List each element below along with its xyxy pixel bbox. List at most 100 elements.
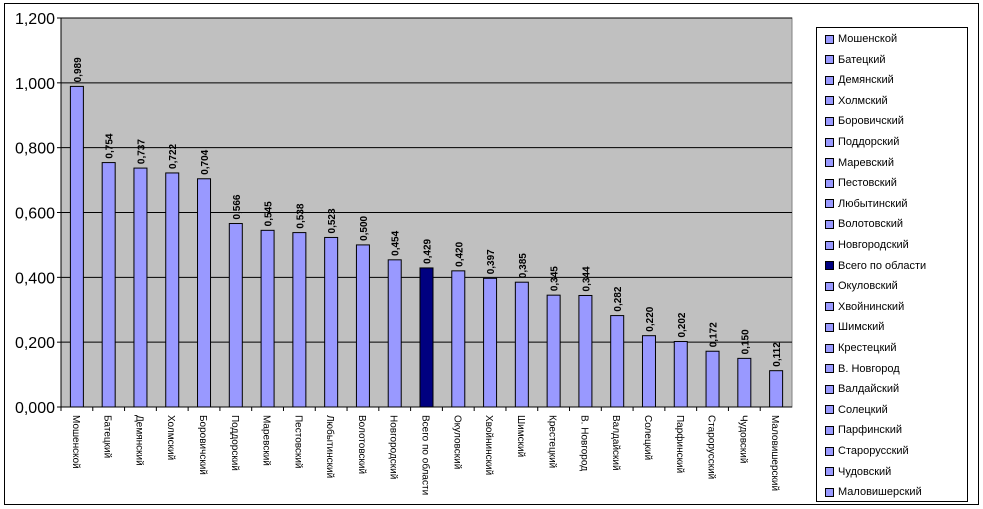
bar [578,294,593,408]
x-tick-label: Солецкий [642,415,653,460]
data-label: 0,345 [550,266,561,291]
y-tick-label: 0,200 [15,335,55,352]
bar [769,370,784,408]
legend-item: Новгородский [825,238,909,252]
legend-label: Мошенской [838,33,898,45]
legend-item: Боровичский [825,114,904,128]
legend-swatch [825,219,834,229]
legend-swatch [825,116,834,126]
legend-swatch [825,34,834,44]
bar [546,294,561,408]
bar [451,270,466,408]
legend-label: Крестецкий [838,342,897,354]
legend-swatch [825,137,834,147]
x-tick-label: Шимский [515,415,526,457]
legend-swatch [825,199,834,209]
legend-item: В. Новгород [825,362,900,376]
bar [165,172,180,408]
chart-legend: Мошенской Батецкий Демянский Холмский Борови… [816,27,968,502]
legend-label: Холмский [838,94,888,107]
legend-label: Поддорский [838,136,900,148]
x-tick-label: Волотовский [356,415,367,474]
bar [514,281,529,408]
legend-swatch [825,281,834,291]
x-tick-label: Старорусский [706,415,717,479]
legend-item: Любытинский [825,197,908,211]
legend-item: Холмский [825,94,888,108]
x-tick-label: Валдайский [610,415,621,471]
legend-item: Демянский [825,73,894,87]
legend-label: Солецкий [838,403,888,416]
legend-swatch [825,96,834,106]
legend-label: Чудовский [838,465,892,478]
legend-label: Хвойнинский [838,300,905,313]
x-tick-label: Маловишерский [769,415,780,491]
bar [260,229,275,408]
legend-swatch [825,446,834,456]
data-label: 0,397 [486,249,497,274]
x-tick-label: Окуловский [451,415,462,469]
legend-swatch [825,240,834,250]
legend-label: Любытинский [838,197,908,210]
legend-label: Маловишерский [838,486,922,499]
legend-label: Новгородский [838,239,909,251]
y-tick-label: 0,400 [15,270,55,287]
data-label: 0,202 [677,312,688,337]
y-tick-label: 0,000 [15,400,55,417]
legend-item: Всего по области [825,259,926,273]
x-tick-label: Парфинский [674,415,686,473]
bar [133,167,148,408]
x-tick-label: Всего по области [420,415,432,495]
bar [483,277,498,408]
legend-swatch [825,75,834,85]
bar [101,162,116,408]
legend-swatch [825,55,834,65]
data-label: 0,538 [295,203,306,228]
data-label: 0,523 [327,208,338,233]
legend-swatch [825,302,834,312]
bar [292,232,307,408]
legend-swatch [825,364,834,374]
data-label: 0,282 [613,286,624,311]
legend-swatch [825,343,834,353]
y-tick-label: 1,000 [15,76,55,93]
x-tick-label: Чудовский [737,415,748,463]
legend-label: В. Новгород [838,362,900,375]
legend-swatch [825,487,834,497]
data-label: 0,420 [454,241,465,266]
data-label: 0,454 [391,230,402,255]
legend-swatch [825,322,834,332]
legend-label: Парфинский [838,424,903,437]
legend-label: Волотовский [838,218,903,231]
legend-item: Маревский [825,156,894,170]
legend-swatch [825,405,834,415]
data-label: 0,112 [772,342,783,367]
bar [673,341,688,408]
legend-label: Шимский [838,321,885,334]
legend-item: Окуловский [825,279,898,293]
legend-item: Хвойнинский [825,300,904,314]
legend-label: Всего по области [838,259,927,272]
legend-item: Крестецкий [825,341,897,355]
legend-label: Старорусский [838,445,909,457]
x-tick-label: Любытинский [324,415,336,478]
data-label: 0,385 [518,253,529,278]
legend-item: Поддорский [825,135,899,149]
data-label: 0,737 [136,139,147,164]
data-label: 0,704 [200,149,211,174]
data-label: 0,566 [232,194,243,219]
x-tick-label: Холмский [165,415,176,460]
x-tick-label: Боровичский [197,415,208,475]
legend-swatch [825,425,834,435]
legend-item: Солецкий [825,403,888,417]
x-tick-label: Хвойнинский [483,415,494,475]
data-label: 0,989 [73,57,84,82]
x-tick-label: Новгородский [388,415,399,479]
legend-label: Валдайский [838,383,900,396]
legend-item: Валдайский [825,382,899,396]
x-tick-label: Батецкий [102,415,113,458]
legend-label: Демянский [838,74,894,87]
legend-swatch [825,467,834,477]
bar [641,335,656,408]
legend-swatch [825,158,834,168]
